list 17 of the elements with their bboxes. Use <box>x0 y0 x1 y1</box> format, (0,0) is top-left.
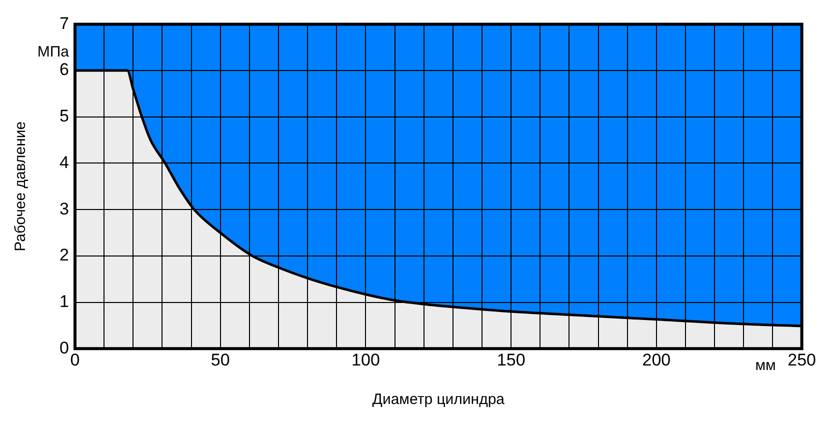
x-tick-label: 50 <box>210 350 230 370</box>
y-axis-title: Рабочее давление <box>12 121 30 252</box>
x-tick-label: 200 <box>642 350 671 370</box>
y-tick-label: 2 <box>60 246 69 265</box>
y-tick-label: 6 <box>60 60 69 80</box>
x-tick-label: 250 <box>788 350 816 370</box>
y-tick-label: 3 <box>60 199 69 218</box>
x-axis-title: Диаметр цилиндра <box>372 391 506 408</box>
y-tick-label: 4 <box>60 152 69 172</box>
y-tick-label: 5 <box>60 106 69 126</box>
y-tick-label: 0 <box>60 338 69 358</box>
text: мм <box>755 357 776 374</box>
text: МПа <box>37 43 70 60</box>
y-tick-label: 7 <box>60 14 69 33</box>
x-tick-label: 150 <box>496 350 526 370</box>
y-tick-label: 1 <box>60 292 69 311</box>
x-tick-label: 100 <box>352 350 380 370</box>
